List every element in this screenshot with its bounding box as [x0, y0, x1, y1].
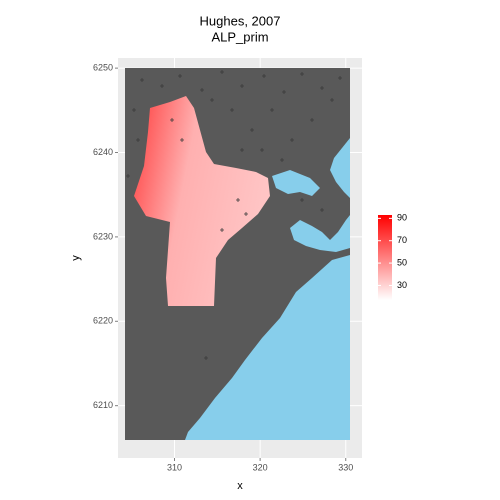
bay	[290, 215, 350, 252]
alp-region	[134, 96, 270, 306]
chart-subtitle: ALP_prim	[211, 29, 268, 44]
colorbar-label: 30	[397, 280, 407, 290]
raster	[125, 68, 350, 440]
y-tick-label: 6250	[93, 63, 113, 73]
colorbar-label: 50	[397, 257, 407, 267]
y-tick-label: 6220	[93, 316, 113, 326]
sea	[330, 138, 350, 198]
x-tick-label: 320	[253, 462, 268, 472]
chart-title: Hughes, 2007	[200, 13, 281, 28]
colorbar-label: 70	[397, 235, 407, 245]
y-tick-label: 6210	[93, 400, 113, 410]
x-tick-label: 330	[338, 462, 353, 472]
y-axis-label: y	[70, 255, 82, 261]
colorbar-label: 90	[397, 213, 407, 223]
colorbar	[378, 215, 392, 300]
y-tick-label: 6240	[93, 147, 113, 157]
x-tick-label: 310	[167, 462, 182, 472]
sea	[185, 255, 350, 440]
y-tick-label: 6230	[93, 231, 113, 241]
sample-points	[126, 70, 342, 360]
x-axis-label: x	[237, 480, 243, 492]
bay	[272, 170, 320, 196]
